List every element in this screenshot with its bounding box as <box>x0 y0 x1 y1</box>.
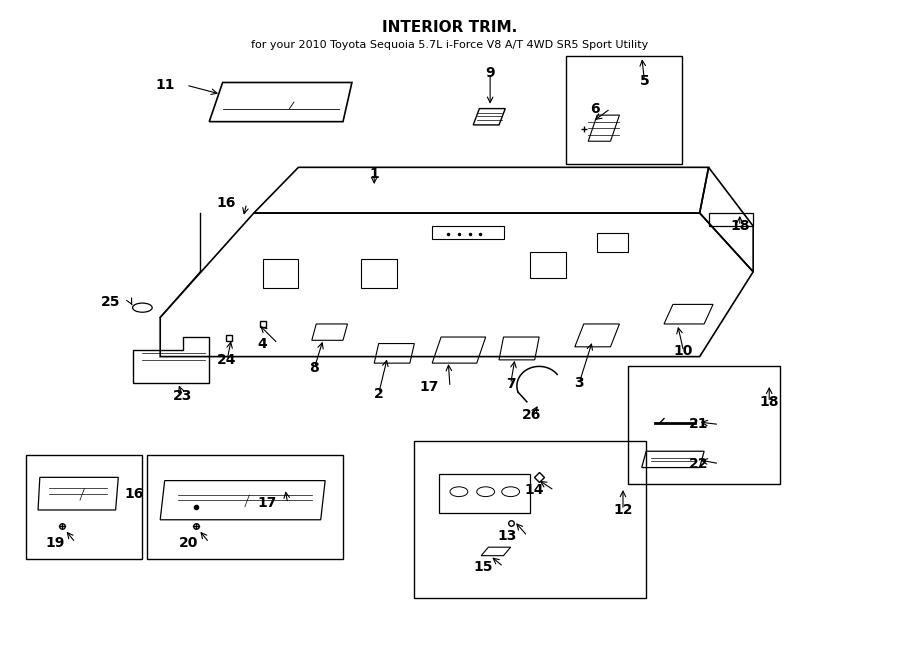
Bar <box>414 442 646 598</box>
Text: 17: 17 <box>257 496 277 510</box>
Text: for your 2010 Toyota Sequoia 5.7L i-Force V8 A/T 4WD SR5 Sport Utility: for your 2010 Toyota Sequoia 5.7L i-Forc… <box>251 40 649 50</box>
Text: 10: 10 <box>674 344 693 358</box>
Text: 26: 26 <box>522 408 542 422</box>
Bar <box>147 455 343 559</box>
Text: 16: 16 <box>125 486 144 500</box>
Text: 15: 15 <box>473 560 493 574</box>
Text: 2: 2 <box>374 387 383 401</box>
Text: 24: 24 <box>217 353 237 367</box>
Text: 14: 14 <box>524 483 544 498</box>
Text: 22: 22 <box>689 457 708 471</box>
Bar <box>628 366 780 484</box>
Text: 17: 17 <box>420 380 439 394</box>
Text: 21: 21 <box>689 418 708 432</box>
Bar <box>26 455 142 559</box>
Text: 5: 5 <box>640 73 649 87</box>
Text: 23: 23 <box>173 389 193 403</box>
Bar <box>566 56 682 164</box>
Text: 1: 1 <box>369 167 379 181</box>
Text: 16: 16 <box>217 196 236 210</box>
Text: 11: 11 <box>156 78 176 92</box>
Text: 6: 6 <box>590 102 599 116</box>
Text: 7: 7 <box>506 377 516 391</box>
Text: 25: 25 <box>101 295 120 309</box>
Text: 9: 9 <box>485 65 495 80</box>
Text: 20: 20 <box>179 535 199 549</box>
Text: 4: 4 <box>257 336 267 350</box>
Text: 19: 19 <box>45 535 65 549</box>
Text: 18: 18 <box>730 219 750 233</box>
Text: 12: 12 <box>613 503 633 517</box>
Text: 3: 3 <box>574 375 584 390</box>
Text: 13: 13 <box>498 529 517 543</box>
Text: 8: 8 <box>310 361 320 375</box>
Text: 18: 18 <box>760 395 779 409</box>
Text: INTERIOR TRIM.: INTERIOR TRIM. <box>382 20 518 35</box>
